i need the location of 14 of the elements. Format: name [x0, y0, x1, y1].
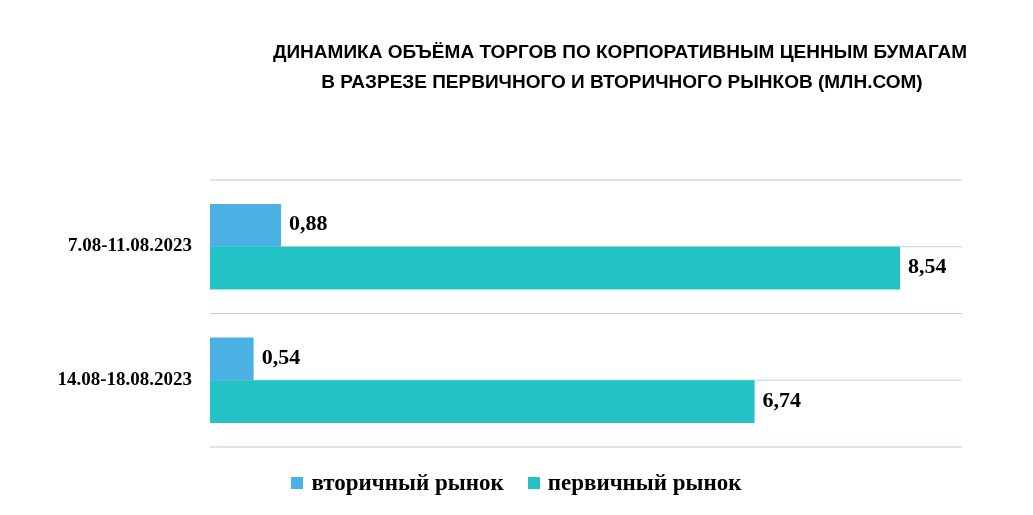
chart-subtitle: В РАЗРЕЗЕ ПЕРВИЧНОГО И ВТОРИЧНОГО РЫНКОВ (МЛН.СОМ): [321, 71, 923, 92]
y-tick-label: 14.08-18.08.2023: [57, 367, 192, 389]
data-label: 0,54: [261, 343, 301, 369]
data-label: 8,54: [908, 253, 947, 279]
legend-label: вторичный рынок: [311, 470, 504, 496]
legend-label: первичный рынок: [547, 470, 742, 496]
y-tick-label: 7.08-11.08.2023: [67, 234, 192, 256]
data-label: 6,74: [762, 386, 802, 412]
bar: [210, 246, 900, 290]
bar: [210, 337, 254, 381]
data-label: 0,88: [289, 210, 328, 236]
chart-title: ДИНАМИКА ОБЪЁМА ТОРГОВ ПО КОРПОРАТИВНЫМ ЦЕННЫМ БУМАГАМ: [272, 41, 968, 62]
bar: [210, 380, 755, 423]
bar: [210, 204, 282, 247]
